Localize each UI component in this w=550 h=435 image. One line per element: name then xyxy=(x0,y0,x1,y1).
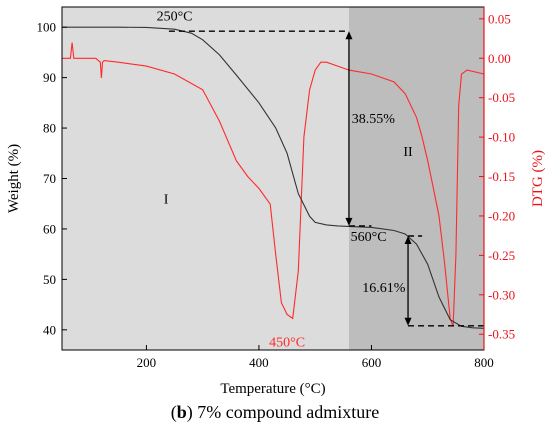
y2-tick-label: -0.20 xyxy=(488,208,515,223)
y-tick-label: 80 xyxy=(43,121,56,136)
y-tick-label: 50 xyxy=(43,272,56,287)
arrow-head-up xyxy=(345,31,353,40)
y-tick-label: 90 xyxy=(43,70,56,85)
region-ii-background xyxy=(348,7,484,350)
annotation-560c: 560°C xyxy=(351,230,387,245)
region-label-i: I xyxy=(164,193,169,208)
x-tick-label: 200 xyxy=(137,355,157,370)
y2-tick-label: -0.10 xyxy=(488,130,515,145)
arrow-head-down xyxy=(345,217,353,226)
x-tick-label: 800 xyxy=(474,355,494,370)
y2-tick-label: -0.05 xyxy=(488,90,515,105)
figure-caption: (b) 7% compound admixture xyxy=(0,402,550,423)
caption-prefix: ( xyxy=(170,402,177,422)
caption-text: ) 7% compound admixture xyxy=(186,402,380,422)
y2-tick-label: 0.00 xyxy=(488,51,511,66)
x-axis-label: Temperature (°C) xyxy=(220,381,325,397)
y-tick-label: 70 xyxy=(43,171,56,186)
x-tick-label: 400 xyxy=(249,355,269,370)
region-i-background xyxy=(62,7,349,350)
y2-tick-label: -0.30 xyxy=(488,287,515,302)
dtg-curve xyxy=(62,42,485,327)
y2-tick-label: -0.25 xyxy=(488,248,515,263)
y2-tick-label: -0.15 xyxy=(488,169,515,184)
y2-axis-label: DTG (%) xyxy=(530,150,546,207)
annotation-mass-loss-2: 16.61% xyxy=(362,281,406,296)
y-axis-label: Weight (%) xyxy=(6,144,22,213)
arrow-38-55 xyxy=(345,31,353,226)
annotation-250c: 250°C xyxy=(157,10,193,25)
y-tick-label: 40 xyxy=(43,322,56,337)
arrow-head-down xyxy=(404,317,412,326)
region-label-ii: II xyxy=(403,145,413,160)
y-tick-label: 100 xyxy=(37,20,57,35)
y2-tick-label: 0.05 xyxy=(488,11,511,26)
caption-letter: b xyxy=(176,402,187,422)
x-tick-label: 600 xyxy=(362,355,382,370)
y-tick-label: 60 xyxy=(43,221,56,236)
annotation-450c: 450°C xyxy=(269,335,305,350)
arrow-16-61 xyxy=(404,236,412,326)
arrow-head-up xyxy=(404,236,412,245)
annotation-mass-loss-1: 38.55% xyxy=(352,112,396,127)
y2-tick-label: -0.35 xyxy=(488,327,515,342)
